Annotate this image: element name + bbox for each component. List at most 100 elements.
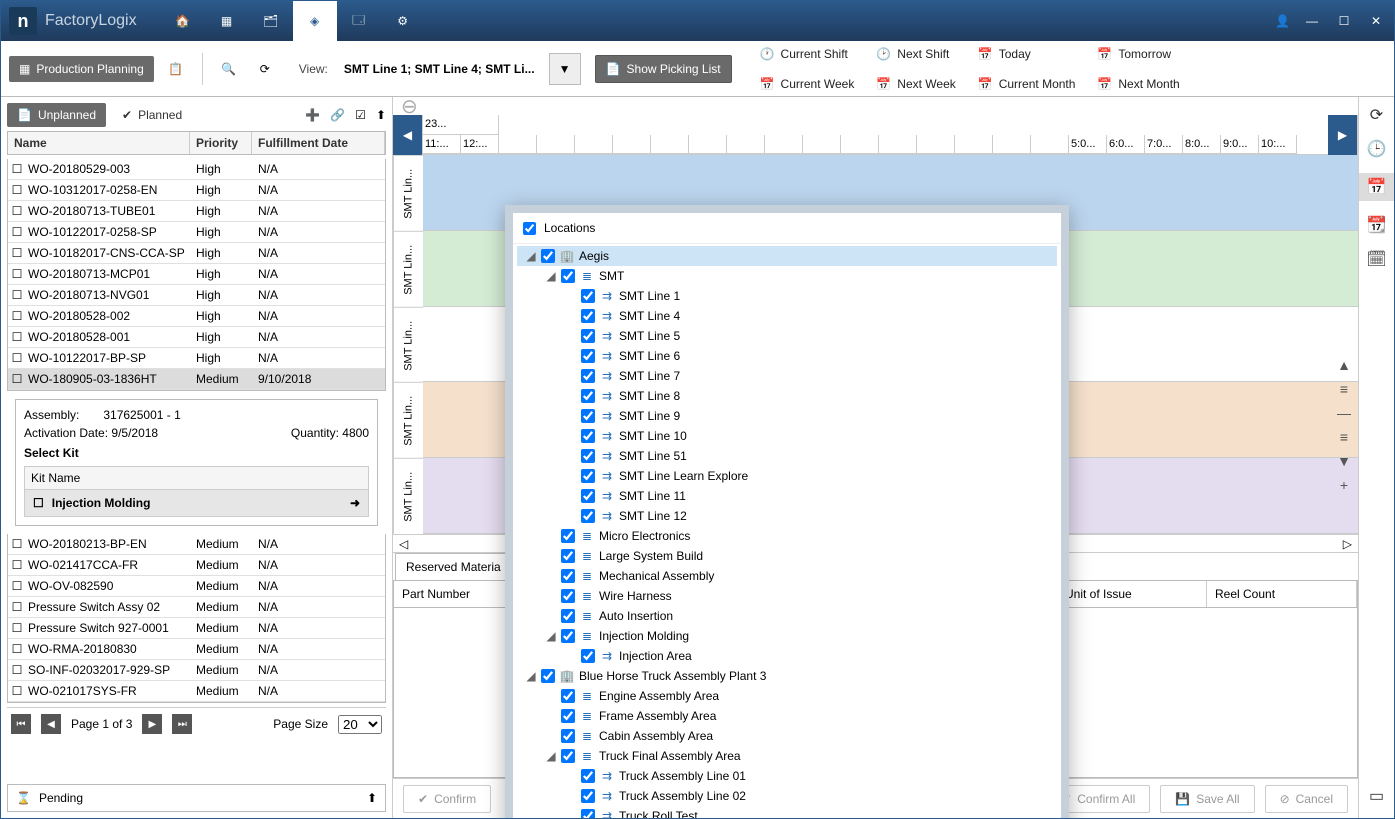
target-icon[interactable]: ◈ — [293, 1, 337, 41]
tree-checkbox[interactable] — [541, 249, 555, 263]
tree-checkbox[interactable] — [581, 429, 595, 443]
tree-checkbox[interactable] — [581, 389, 595, 403]
tree-node[interactable]: ≣Frame Assembly Area — [517, 706, 1057, 726]
confirm-button[interactable]: ✔Confirm — [403, 785, 491, 813]
filter-button[interactable]: ▼ — [549, 53, 581, 85]
reserved-col[interactable]: Unit of Issue — [1057, 581, 1207, 607]
tree-checkbox[interactable] — [581, 789, 595, 803]
tree-node[interactable]: ⇉Truck Assembly Line 01 — [517, 766, 1057, 786]
zoom-plus-icon[interactable]: + — [1340, 477, 1348, 493]
tree-checkbox[interactable] — [581, 489, 595, 503]
reserved-tab[interactable]: Reserved Materia — [395, 553, 512, 580]
refresh-icon[interactable]: ⟳ — [251, 55, 279, 83]
table-row[interactable]: ☐WO-10312017-0258-ENHighN/A — [8, 180, 385, 201]
scroll-left-icon[interactable]: ◁ — [399, 537, 408, 551]
tree-checkbox[interactable] — [561, 729, 575, 743]
tree-checkbox[interactable] — [561, 589, 575, 603]
tree-checkbox[interactable] — [581, 329, 595, 343]
expand-icon[interactable]: ◢ — [545, 629, 557, 643]
table-row[interactable]: ☐WO-021417CCA-FRMediumN/A — [8, 555, 385, 576]
table-row[interactable]: ☐WO-20180713-NVG01HighN/A — [8, 285, 385, 306]
locations-all-checkbox[interactable] — [523, 222, 536, 235]
tree-checkbox[interactable] — [581, 309, 595, 323]
time-link[interactable]: 📅Current Month — [978, 72, 1076, 96]
calendar-day-icon[interactable]: 📅 — [1359, 173, 1394, 201]
tree-node[interactable]: ⇉SMT Line 4 — [517, 306, 1057, 326]
expand-icon[interactable]: ◢ — [545, 269, 557, 283]
tree-checkbox[interactable] — [581, 769, 595, 783]
tree-checkbox[interactable] — [561, 269, 575, 283]
tab-planned[interactable]: ✔ Planned — [112, 103, 192, 127]
tree-node[interactable]: ⇉Truck Assembly Line 02 — [517, 786, 1057, 806]
clipboard-icon[interactable]: 📋 — [162, 55, 190, 83]
sync-icon[interactable]: ⟳ — [1370, 105, 1383, 125]
table-row[interactable]: ☐WO-20180213-BP-ENMediumN/A — [8, 534, 385, 555]
table-row[interactable]: ☐WO-10122017-BP-SPHighN/A — [8, 348, 385, 369]
tree-checkbox[interactable] — [561, 629, 575, 643]
show-picking-button[interactable]: 📄 Show Picking List — [595, 55, 732, 83]
table-row[interactable]: ☐WO-021017SYS-FRMediumN/A — [8, 681, 385, 702]
tree-node[interactable]: ≣Micro Electronics — [517, 526, 1057, 546]
table-row[interactable]: ☐WO-20180528-001HighN/A — [8, 327, 385, 348]
tree-node[interactable]: ⇉Truck Roll Test — [517, 806, 1057, 818]
tree-checkbox[interactable] — [581, 509, 595, 523]
home-icon[interactable]: 🏠 — [161, 1, 205, 41]
tree-checkbox[interactable] — [581, 809, 595, 818]
table-row[interactable]: ☐Pressure Switch Assy 02MediumN/A — [8, 597, 385, 618]
tree-checkbox[interactable] — [561, 709, 575, 723]
table-row[interactable]: ☐WO-20180529-003HighN/A — [8, 159, 385, 180]
table-row[interactable]: ☐Pressure Switch 927-0001MediumN/A — [8, 618, 385, 639]
stack-icon[interactable]: 🗂 — [249, 1, 293, 41]
tree-checkbox[interactable] — [581, 449, 595, 463]
up-arrow-icon[interactable]: ⬆ — [367, 791, 377, 805]
tree-node[interactable]: ◢🏢Aegis — [517, 246, 1057, 266]
reserved-col[interactable]: Reel Count — [1207, 581, 1357, 607]
kit-row[interactable]: ☐ Injection Molding ➜ — [24, 490, 369, 517]
table-row[interactable]: ☐WO-10122017-0258-SPHighN/A — [8, 222, 385, 243]
tree-node[interactable]: ◢🏢Blue Horse Truck Assembly Plant 3 — [517, 666, 1057, 686]
section-chip[interactable]: ▦ Production Planning — [9, 56, 154, 82]
tree-checkbox[interactable] — [561, 609, 575, 623]
upload-icon[interactable]: ⬆ — [376, 108, 386, 122]
expand-icon[interactable]: ◢ — [545, 749, 557, 763]
time-link[interactable]: 📅Today — [978, 42, 1076, 66]
tree-node[interactable]: ⇉SMT Line 12 — [517, 506, 1057, 526]
close-button[interactable]: ✕ — [1366, 11, 1386, 31]
search-icon[interactable]: 🔍 — [215, 55, 243, 83]
tree-node[interactable]: ≣Wire Harness — [517, 586, 1057, 606]
window-icon[interactable]: 🗔 — [337, 1, 381, 41]
tree-node[interactable]: ⇉SMT Line 10 — [517, 426, 1057, 446]
tree-checkbox[interactable] — [581, 289, 595, 303]
tree-checkbox[interactable] — [581, 409, 595, 423]
time-link[interactable]: 🕐Current Shift — [760, 42, 855, 66]
tree-node[interactable]: ⇉Injection Area — [517, 646, 1057, 666]
tree-checkbox[interactable] — [561, 549, 575, 563]
cancel-button[interactable]: ⊘Cancel — [1265, 785, 1348, 813]
gantt-nav-left[interactable]: ◀ — [393, 115, 423, 155]
arrow-right-icon[interactable]: ➜ — [350, 496, 360, 510]
tree-node[interactable]: ◢≣Injection Molding — [517, 626, 1057, 646]
time-link[interactable]: 📅Current Week — [760, 72, 855, 96]
clock-icon[interactable]: 🕒 — [1367, 139, 1387, 159]
zoom-line-icon[interactable]: — — [1337, 405, 1351, 421]
table-row[interactable]: ☐WO-10182017-CNS-CCA-SPHighN/A — [8, 243, 385, 264]
tree-node[interactable]: ≣Mechanical Assembly — [517, 566, 1057, 586]
table-row[interactable]: ☐SO-INF-02032017-929-SPMediumN/A — [8, 660, 385, 681]
tree-checkbox[interactable] — [561, 529, 575, 543]
col-name[interactable]: Name — [8, 132, 190, 154]
table-row[interactable]: ☐WO-RMA-20180830MediumN/A — [8, 639, 385, 660]
table-row[interactable]: ☐WO-20180528-002HighN/A — [8, 306, 385, 327]
time-link[interactable]: 📅Tomorrow — [1097, 42, 1179, 66]
tree-checkbox[interactable] — [561, 749, 575, 763]
tree-node[interactable]: ⇉SMT Line 9 — [517, 406, 1057, 426]
tree-node[interactable]: ≣Large System Build — [517, 546, 1057, 566]
grid-icon[interactable]: ▦ — [205, 1, 249, 41]
tree-node[interactable]: ⇉SMT Line 1 — [517, 286, 1057, 306]
table-row[interactable]: ☐WO-20180713-TUBE01HighN/A — [8, 201, 385, 222]
tree-node[interactable]: ⇉SMT Line 6 — [517, 346, 1057, 366]
time-link[interactable]: 🕑Next Shift — [876, 42, 955, 66]
tree-node[interactable]: ⇉SMT Line 8 — [517, 386, 1057, 406]
tree-node[interactable]: ◢≣Truck Final Assembly Area — [517, 746, 1057, 766]
tree-node[interactable]: ⇉SMT Line 7 — [517, 366, 1057, 386]
tree-node[interactable]: ≣Auto Insertion — [517, 606, 1057, 626]
